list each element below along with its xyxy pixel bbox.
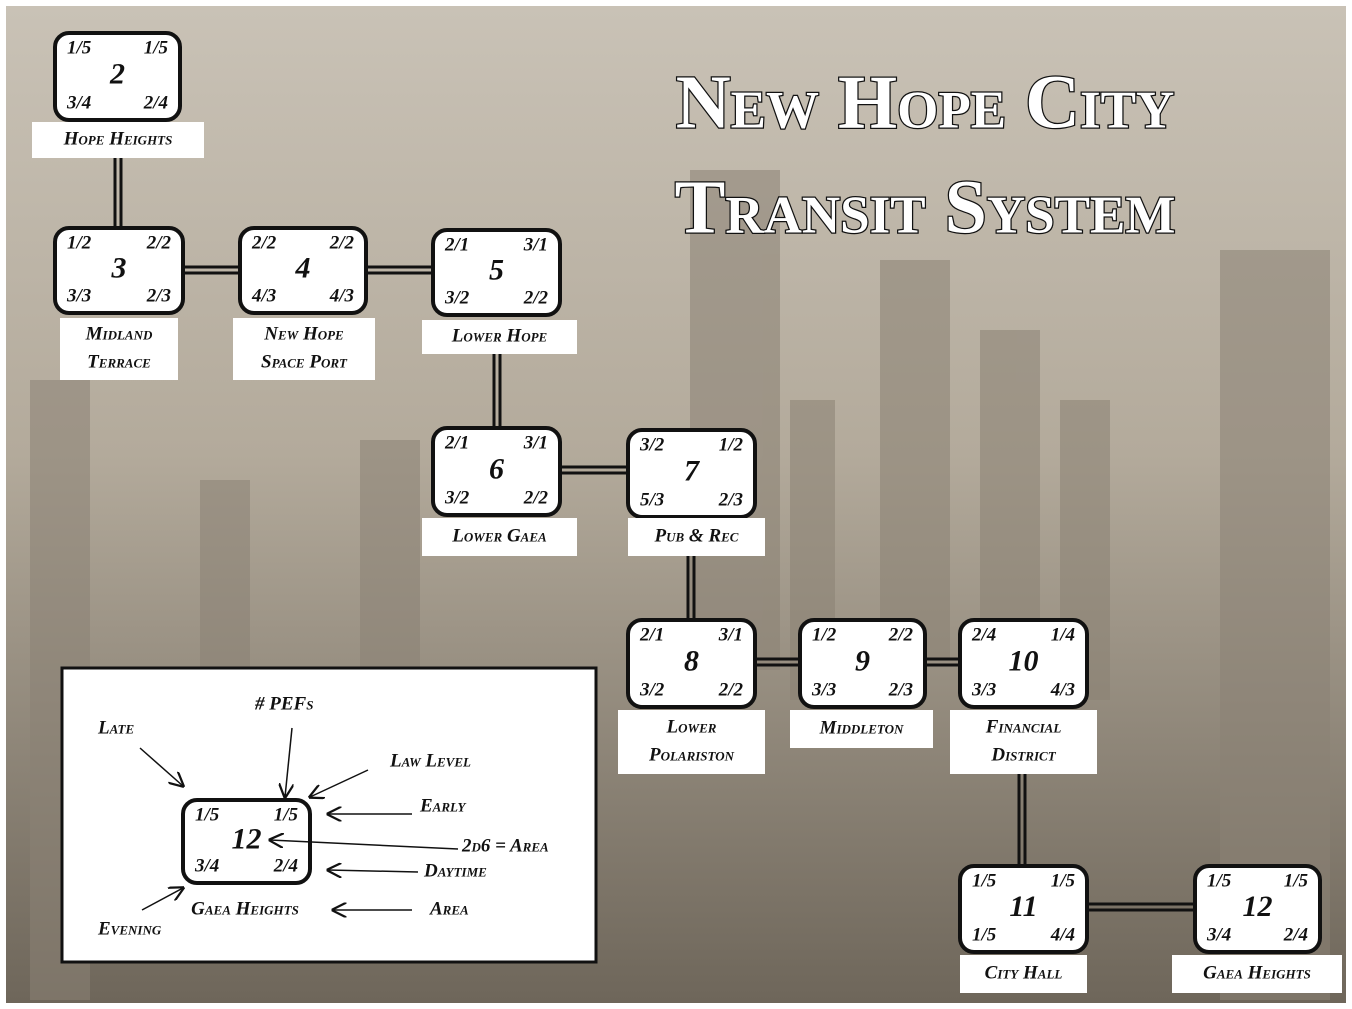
station-name: Space Port bbox=[261, 351, 348, 372]
station-stat: 1/5 bbox=[195, 804, 220, 825]
station-stat: 3/4 bbox=[66, 92, 91, 113]
station-name: Gaea Heights bbox=[1203, 962, 1311, 983]
station-number: 5 bbox=[489, 253, 504, 286]
station-number: 12 bbox=[1243, 890, 1273, 923]
station-stat: 1/5 bbox=[144, 37, 169, 58]
station-stat: 2/3 bbox=[888, 679, 913, 700]
station-stat: 1/5 bbox=[67, 37, 92, 58]
station-name: Lower Hope bbox=[451, 325, 548, 346]
station-stat: 2/3 bbox=[718, 489, 743, 510]
station-name: Lower Gaea bbox=[451, 525, 547, 546]
station-name: Pub & Rec bbox=[654, 525, 739, 546]
station-stat: 2/2 bbox=[251, 232, 277, 253]
station-number: 3 bbox=[111, 251, 127, 284]
station-stat: 3/1 bbox=[718, 624, 743, 645]
station-stat: 2/1 bbox=[639, 624, 664, 645]
station-stat: 2/2 bbox=[718, 679, 744, 700]
station-stat: 4/3 bbox=[1050, 679, 1075, 700]
station-number: 2 bbox=[109, 57, 125, 90]
legend-label: Evening bbox=[97, 918, 162, 939]
station-stat: 3/3 bbox=[811, 679, 836, 700]
station-stat: 2/4 bbox=[273, 855, 298, 876]
station-name: Terrace bbox=[87, 351, 151, 372]
legend-label: Late bbox=[97, 717, 135, 738]
station-name: Middleton bbox=[819, 717, 904, 738]
legend-label: Law Level bbox=[389, 750, 471, 771]
station-name: Financial bbox=[985, 716, 1062, 737]
station-stat: 1/5 bbox=[972, 924, 997, 945]
station-name: New Hope bbox=[263, 323, 344, 344]
legend-label: Early bbox=[419, 795, 466, 816]
station-stat: 1/2 bbox=[812, 624, 837, 645]
station-stat: 1/2 bbox=[719, 434, 744, 455]
station-stat: 2/2 bbox=[329, 232, 355, 253]
station-stat: 3/3 bbox=[971, 679, 996, 700]
legend-label: 2d6 = Area bbox=[461, 835, 549, 856]
legend-label: # PEFs bbox=[254, 693, 313, 714]
station-stat: 3/4 bbox=[1206, 924, 1231, 945]
station-number: 6 bbox=[489, 452, 504, 485]
legend-label: Area bbox=[429, 898, 469, 919]
station-name: Polariston bbox=[648, 744, 735, 765]
station-stat: 3/2 bbox=[639, 679, 665, 700]
station-stat: 1/4 bbox=[1051, 624, 1075, 645]
station-name: Lower bbox=[666, 716, 717, 737]
station-number: 8 bbox=[684, 644, 699, 677]
station-stat: 2/1 bbox=[444, 234, 469, 255]
station-stat: 1/5 bbox=[1207, 870, 1232, 891]
station-stat: 4/3 bbox=[329, 285, 354, 306]
station-stat: 2/2 bbox=[146, 232, 172, 253]
station-stat: 5/3 bbox=[640, 489, 664, 510]
station-name: Midland bbox=[85, 323, 153, 344]
legend-label: Daytime bbox=[423, 860, 487, 881]
station-stat: 3/2 bbox=[444, 287, 470, 308]
station-stat: 2/4 bbox=[971, 624, 996, 645]
station-number: 11 bbox=[1009, 890, 1037, 923]
station-stat: 2/2 bbox=[523, 287, 549, 308]
station-stat: 1/5 bbox=[1051, 870, 1076, 891]
station-stat: 2/2 bbox=[888, 624, 914, 645]
station-stat: 2/3 bbox=[146, 285, 171, 306]
station-stat: 2/1 bbox=[444, 432, 469, 453]
station-stat: 1/5 bbox=[274, 804, 299, 825]
station-number: 12 bbox=[232, 822, 262, 855]
title-line: New Hope City bbox=[676, 60, 1174, 144]
station-name: Gaea Heights bbox=[191, 898, 299, 919]
transit-map: New Hope City Transit System 1/5 1/5 3/4 2/… bbox=[0, 0, 1352, 1009]
station-stat: 3/4 bbox=[194, 855, 219, 876]
title-line: Transit System bbox=[675, 165, 1176, 249]
station-name: City Hall bbox=[985, 962, 1063, 983]
station-number: 7 bbox=[684, 454, 700, 487]
station-stat: 1/5 bbox=[972, 870, 997, 891]
station-name: Hope Heights bbox=[63, 128, 173, 149]
station-stat: 1/5 bbox=[1284, 870, 1309, 891]
station-stat: 3/2 bbox=[444, 487, 470, 508]
station-stat: 3/3 bbox=[66, 285, 91, 306]
station-number: 10 bbox=[1009, 644, 1039, 677]
station-stat: 3/2 bbox=[639, 434, 665, 455]
station-number: 9 bbox=[855, 644, 870, 677]
station-number: 4 bbox=[295, 251, 311, 284]
station-stat: 2/2 bbox=[523, 487, 549, 508]
station-name: District bbox=[990, 744, 1056, 765]
station-stat: 4/3 bbox=[251, 285, 276, 306]
station-stat: 3/1 bbox=[523, 432, 548, 453]
station-stat: 1/2 bbox=[67, 232, 92, 253]
station-stat: 2/4 bbox=[143, 92, 168, 113]
station-stat: 2/4 bbox=[1283, 924, 1308, 945]
station-stat: 3/1 bbox=[523, 234, 548, 255]
station-stat: 4/4 bbox=[1050, 924, 1075, 945]
page: New Hope City Transit System 1/5 1/5 3/4 2/… bbox=[0, 0, 1352, 1009]
